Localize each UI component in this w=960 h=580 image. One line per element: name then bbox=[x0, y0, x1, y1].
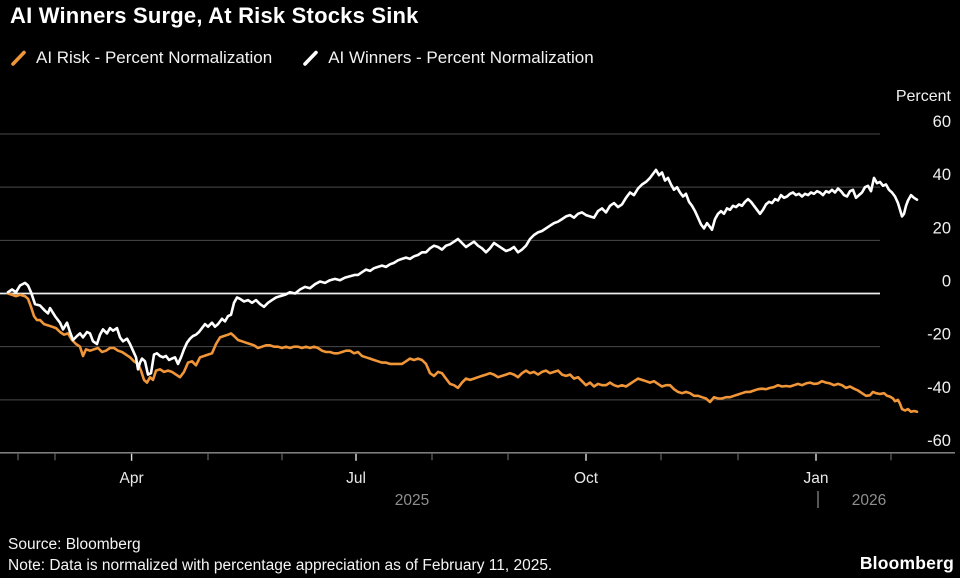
chart-legend: AI Risk - Percent Normalization AI Winner… bbox=[10, 48, 594, 68]
bottom-divider bbox=[0, 578, 960, 580]
series-ai-risk-percent-normalization bbox=[6, 292, 919, 414]
month-label-oct: Oct bbox=[574, 470, 599, 487]
legend-slash-icon bbox=[11, 50, 26, 66]
y-tick-label-60: 60 bbox=[933, 113, 951, 131]
year-label-2025: 2025 bbox=[395, 492, 429, 509]
page-title: AI Winners Surge, At Risk Stocks Sink bbox=[10, 3, 419, 28]
legend-label: AI Winners - Percent Normalization bbox=[328, 48, 594, 67]
y-tick-label-0: 0 bbox=[942, 273, 951, 291]
month-label-jan: Jan bbox=[804, 470, 829, 487]
month-label-apr: Apr bbox=[120, 470, 144, 487]
legend-slash-icon bbox=[303, 50, 318, 66]
y-tick-label--60: -60 bbox=[927, 432, 951, 450]
y-tick-label--40: -40 bbox=[927, 379, 951, 397]
legend-label: AI Risk - Percent Normalization bbox=[36, 48, 273, 67]
y-axis-unit-label: Percent bbox=[896, 88, 952, 105]
bloomberg-logo: Bloomberg bbox=[859, 553, 954, 573]
note-text: Note: Data is normalized with percentage… bbox=[8, 557, 553, 574]
legend-item-0: AI Risk - Percent Normalization bbox=[10, 48, 272, 68]
y-tick-label-40: 40 bbox=[933, 166, 951, 184]
year-label-2026: 2026 bbox=[852, 492, 886, 509]
y-tick-label--20: -20 bbox=[927, 326, 951, 344]
y-tick-label-20: 20 bbox=[933, 219, 951, 237]
month-label-jul: Jul bbox=[346, 470, 366, 487]
series-ai-winners-percent-normalization bbox=[6, 168, 919, 376]
legend-item-1: AI Winners - Percent Normalization bbox=[302, 48, 594, 68]
source-text: Source: Bloomberg bbox=[8, 536, 141, 553]
